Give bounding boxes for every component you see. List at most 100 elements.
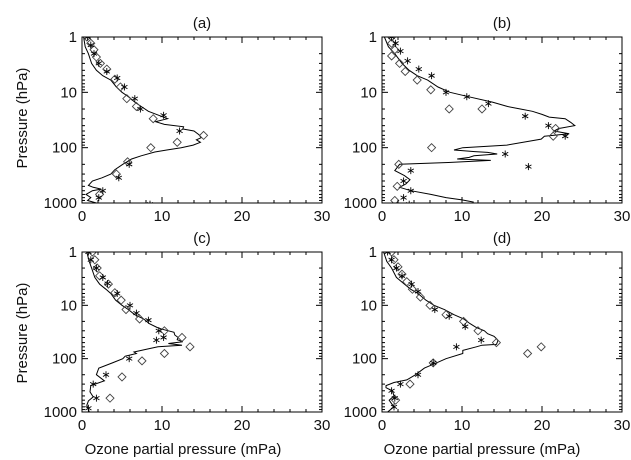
diamond-marker (386, 38, 397, 48)
star-marker (125, 355, 133, 363)
axes-frame (81, 251, 323, 413)
diamond-marker (412, 75, 422, 85)
star-marker (545, 122, 552, 130)
star-marker (414, 287, 422, 295)
diamond-marker (536, 342, 546, 352)
diamond-marker (386, 51, 397, 61)
star-marker (145, 316, 152, 324)
panel-title: (d) (493, 230, 511, 247)
star-marker (89, 380, 97, 388)
diamond-marker (185, 342, 195, 352)
star-marker (160, 111, 167, 119)
diamond-marker (159, 348, 170, 359)
panel-title: (b) (493, 15, 511, 32)
y-tick-label: 10 (60, 84, 77, 101)
x-tick-label: 30 (314, 417, 331, 434)
star-marker (477, 336, 485, 344)
plot-area (383, 252, 546, 412)
diamond-marker (415, 292, 426, 302)
star-marker (398, 272, 406, 280)
star-marker (404, 57, 411, 65)
y-tick-label: 10 (60, 297, 77, 314)
diamond-marker (198, 130, 209, 141)
diamond-marker (134, 314, 145, 324)
x-tick-label: 20 (234, 208, 251, 225)
profile-line (86, 252, 183, 412)
y-tick-label: 100 (52, 351, 77, 368)
diamond-marker (425, 300, 435, 310)
star-marker (90, 50, 98, 58)
star-marker (388, 37, 395, 41)
star-marker (99, 273, 107, 281)
star-marker (85, 252, 92, 256)
diamond-marker (146, 143, 156, 153)
star-marker (87, 41, 95, 49)
star-marker (153, 336, 160, 344)
diamond-marker (548, 131, 558, 141)
star-marker (113, 290, 121, 298)
star-marker (461, 323, 469, 331)
y-axis-label-top: Pressure (hPa) (14, 68, 31, 169)
diamond-marker (117, 372, 127, 382)
star-marker (431, 306, 439, 314)
star-marker (428, 72, 435, 80)
x-axis-label-right: Ozone partial pressure (mPa) (384, 441, 581, 458)
star-marker (113, 74, 121, 82)
star-marker (131, 95, 139, 103)
diamond-marker (441, 310, 451, 320)
y-tick-label: 1000 (44, 195, 77, 212)
star-marker (393, 264, 400, 272)
diamond-marker (473, 326, 483, 336)
diamond-marker (116, 295, 126, 305)
diamond-marker (111, 169, 122, 179)
star-marker (405, 200, 413, 203)
plot-area (82, 37, 209, 203)
star-marker (125, 160, 133, 168)
star-marker (414, 371, 422, 379)
y-tick-label: 1 (69, 29, 77, 46)
diamond-marker (122, 94, 132, 104)
y-tick-label: 10 (360, 297, 377, 314)
diamond-marker (522, 348, 533, 359)
panel-d: (d) 0 10 20 30 1 10 100 1000 (344, 230, 631, 434)
profile-line (383, 37, 576, 203)
diamond-marker (393, 262, 403, 272)
star-marker (525, 163, 532, 171)
panel-title: (a) (193, 15, 211, 32)
star-marker (408, 280, 415, 288)
diamond-marker (177, 332, 187, 343)
x-tick-label: 10 (454, 208, 471, 225)
star-marker (176, 127, 183, 135)
x-tick-label: 30 (314, 208, 331, 225)
star-marker (95, 59, 103, 67)
star-marker (99, 187, 107, 195)
star-marker (521, 112, 529, 120)
x-tick-label: 0 (378, 417, 386, 434)
star-marker (137, 105, 144, 113)
diamond-marker (87, 252, 98, 257)
diamond-marker (394, 159, 404, 169)
diamond-marker (477, 104, 487, 114)
diamond-marker (148, 114, 158, 124)
diamond-marker (105, 393, 115, 403)
diamond-marker (402, 277, 412, 287)
star-marker (397, 47, 404, 55)
star-marker (93, 394, 100, 402)
star-marker (121, 83, 128, 91)
diamond-marker (394, 58, 405, 69)
diamond-marker (444, 104, 454, 114)
star-marker (126, 301, 134, 309)
star-marker (95, 194, 103, 202)
plot-area (383, 37, 576, 203)
star-marker (429, 359, 437, 367)
diamond-marker (390, 195, 400, 203)
star-marker (407, 167, 415, 175)
diamond-marker (407, 284, 418, 294)
star-marker (160, 333, 167, 341)
star-marker (407, 187, 415, 195)
panel-a: (a) 0 10 20 30 1 10 100 1000 (44, 15, 331, 225)
star-marker (104, 280, 111, 288)
y-tick-label: 1000 (344, 404, 377, 421)
y-tick-label: 100 (352, 140, 377, 157)
